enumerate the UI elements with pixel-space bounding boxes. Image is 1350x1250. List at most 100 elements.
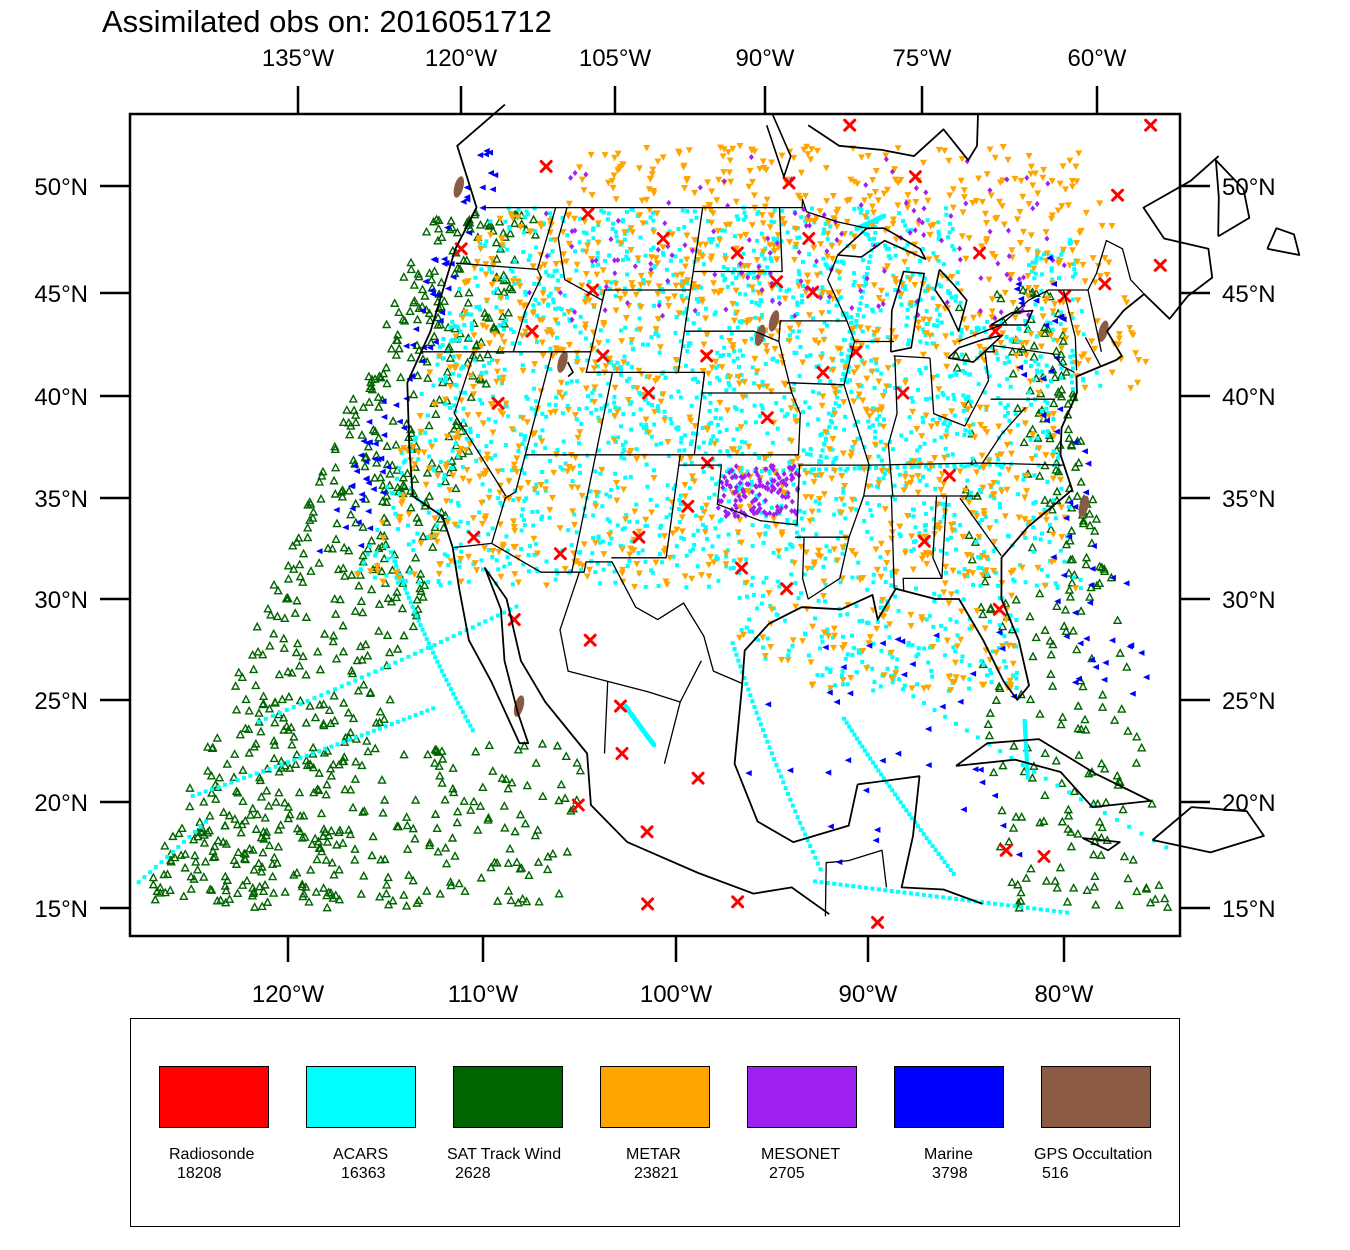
metar-marker (909, 566, 917, 574)
acars-marker (871, 688, 876, 693)
acars-marker (802, 572, 807, 577)
acars-marker (917, 457, 922, 462)
acars-marker (813, 616, 818, 621)
acars-marker (615, 523, 620, 528)
acars-marker (821, 256, 826, 261)
acars-marker (755, 606, 760, 611)
acars-marker (535, 313, 540, 318)
metar-marker (999, 330, 1007, 337)
sat-track-wind-marker (393, 329, 403, 339)
sat-track-wind-marker (316, 493, 326, 503)
acars-marker (783, 414, 788, 419)
acars-marker (979, 490, 984, 495)
acars-marker (924, 836, 929, 841)
sat-track-wind-marker (346, 665, 357, 675)
acars-marker (898, 800, 903, 805)
acars-marker (852, 271, 857, 276)
sat-track-wind-marker (269, 753, 279, 763)
metar-marker (704, 179, 712, 186)
metar-marker (811, 337, 819, 345)
metar-marker (507, 211, 515, 218)
sat-track-wind-marker (177, 823, 187, 833)
metar-marker (1049, 531, 1057, 538)
metar-marker (827, 685, 835, 692)
sat-track-wind-marker (322, 902, 332, 912)
acars-marker (463, 390, 468, 395)
metar-marker (482, 324, 490, 331)
acars-marker (535, 509, 540, 514)
metar-marker (733, 309, 741, 317)
acars-marker (501, 244, 506, 249)
acars-marker (931, 624, 936, 629)
metar-marker (395, 574, 403, 582)
acars-marker (909, 430, 914, 435)
metar-marker (622, 516, 630, 523)
acars-marker (728, 566, 733, 571)
acars-marker (649, 568, 654, 573)
acars-marker (136, 880, 141, 885)
metar-marker (772, 256, 780, 263)
sat-track-wind-marker (212, 733, 222, 742)
sat-track-wind-marker (229, 855, 239, 865)
acars-marker (577, 406, 582, 411)
acars-marker (437, 664, 442, 669)
acars-marker (1049, 268, 1054, 273)
acars-marker (687, 341, 692, 346)
acars-marker (631, 384, 636, 389)
acars-marker (543, 446, 548, 451)
metar-marker (1040, 166, 1048, 174)
acars-marker (943, 626, 948, 631)
metar-marker (860, 197, 868, 204)
acars-marker (637, 316, 642, 321)
metar-marker (994, 453, 1002, 460)
sat-track-wind-marker (1119, 851, 1130, 861)
acars-marker (795, 302, 800, 307)
metar-marker (678, 514, 686, 521)
acars-marker (1013, 412, 1018, 417)
sat-track-wind-marker (1097, 702, 1108, 711)
acars-marker (997, 623, 1002, 628)
acars-marker (507, 561, 512, 566)
acars-marker (595, 250, 600, 255)
sat-track-wind-marker (1027, 424, 1038, 434)
acars-marker (437, 344, 442, 349)
acars-marker (678, 501, 683, 506)
acars-marker (884, 780, 889, 785)
metar-marker (732, 287, 740, 295)
acars-marker (822, 227, 827, 232)
acars-marker (851, 330, 856, 335)
acars-marker (458, 329, 463, 334)
acars-marker (987, 462, 992, 467)
acars-marker (734, 275, 739, 280)
acars-marker (371, 728, 376, 733)
sat-track-wind-marker (310, 833, 320, 843)
sat-track-wind-marker (392, 335, 403, 345)
acars-marker (767, 471, 772, 476)
metar-marker (820, 336, 828, 344)
metar-marker (531, 361, 539, 368)
acars-marker (881, 447, 886, 452)
sat-track-wind-marker (1066, 525, 1077, 535)
acars-marker (506, 206, 511, 211)
acars-marker (726, 499, 731, 504)
acars-marker (903, 223, 908, 228)
acars-marker (922, 523, 927, 528)
metar-marker (1021, 406, 1029, 414)
metar-marker (443, 433, 451, 441)
acars-marker (210, 787, 215, 792)
acars-marker (385, 556, 390, 561)
metar-marker (649, 166, 657, 174)
acars-marker (554, 568, 559, 573)
acars-marker (760, 593, 765, 598)
acars-marker (346, 681, 351, 686)
metar-marker (780, 380, 788, 388)
acars-marker (785, 230, 790, 235)
metar-marker (496, 521, 504, 528)
sat-track-wind-marker (235, 729, 246, 739)
acars-marker (595, 561, 600, 566)
metar-marker (556, 389, 564, 397)
sat-track-wind-marker (1061, 626, 1071, 635)
acars-marker (882, 213, 887, 218)
acars-marker (858, 301, 863, 306)
sat-track-wind-marker (297, 881, 307, 891)
